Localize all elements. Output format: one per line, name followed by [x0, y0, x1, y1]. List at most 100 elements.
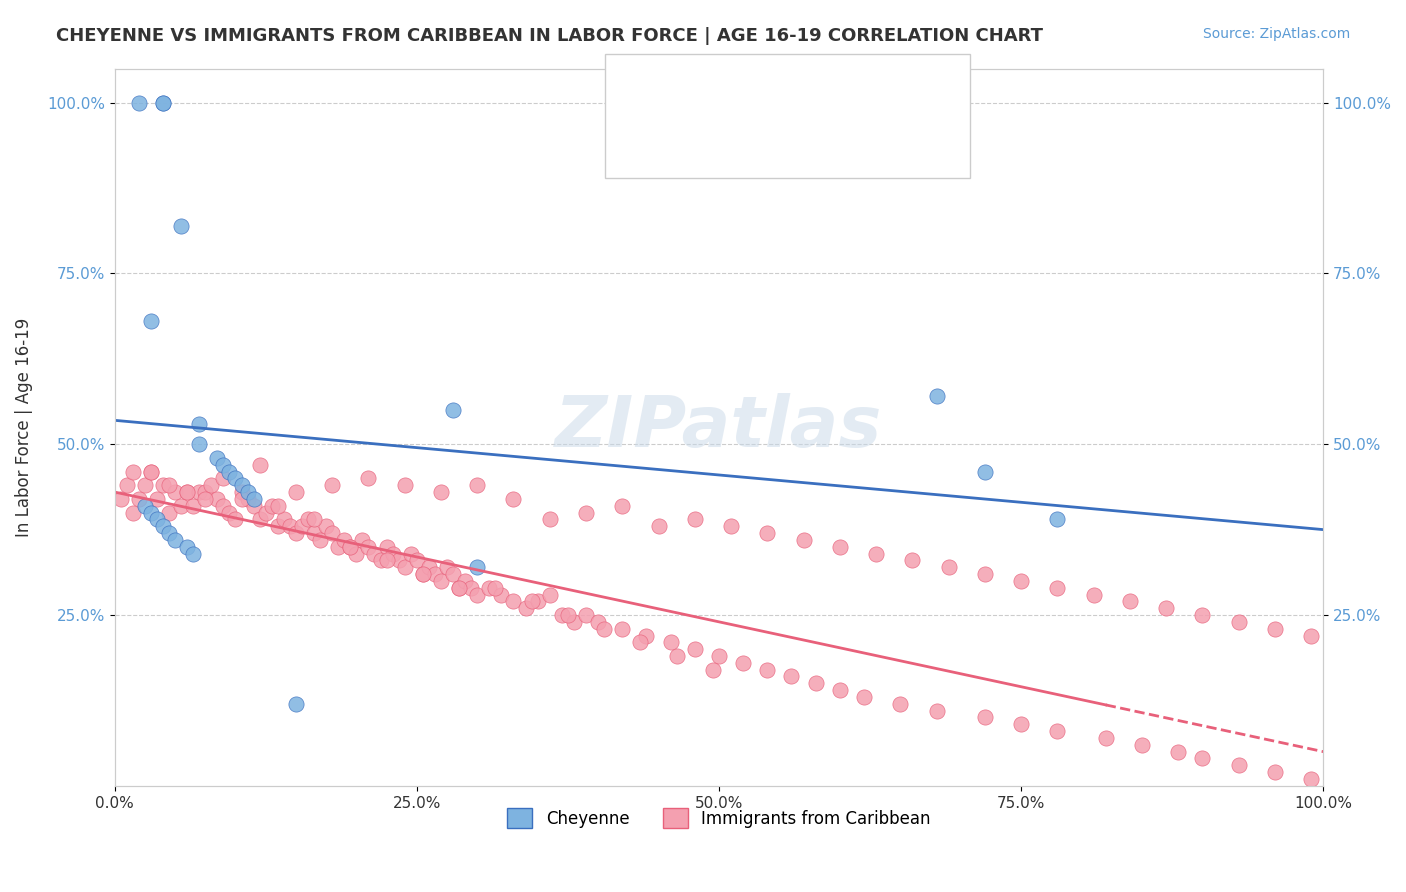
- Text: R = -0.222   N = 28: R = -0.222 N = 28: [664, 83, 827, 101]
- Point: [163, 533, 186, 547]
- Point: [297, 512, 319, 526]
- Point: [242, 491, 264, 506]
- Point: [267, 519, 290, 533]
- Point: [139, 465, 162, 479]
- Text: CHEYENNE VS IMMIGRANTS FROM CARIBBEAN IN LABOR FORCE | AGE 16-19 CORRELATION CHA: CHEYENNE VS IMMIGRANTS FROM CARIBBEAN IN…: [56, 27, 1043, 45]
- Point: [278, 519, 301, 533]
- Point: [586, 615, 609, 629]
- Point: [423, 567, 446, 582]
- Point: [720, 519, 742, 533]
- Point: [575, 607, 598, 622]
- Text: 28: 28: [738, 83, 759, 101]
- Point: [1094, 731, 1116, 745]
- Point: [146, 512, 169, 526]
- Point: [254, 506, 277, 520]
- Point: [454, 574, 477, 588]
- Point: [242, 499, 264, 513]
- Point: [702, 663, 724, 677]
- Point: [284, 697, 307, 711]
- Point: [756, 526, 779, 541]
- Point: [636, 628, 658, 642]
- Point: [181, 499, 204, 513]
- Text: Source: ZipAtlas.com: Source: ZipAtlas.com: [1202, 27, 1350, 41]
- Point: [375, 540, 398, 554]
- Point: [176, 485, 198, 500]
- Point: [1264, 765, 1286, 780]
- Point: [200, 478, 222, 492]
- Point: [134, 499, 156, 513]
- Point: [163, 485, 186, 500]
- Point: [593, 622, 616, 636]
- Point: [405, 553, 427, 567]
- Point: [188, 485, 211, 500]
- Point: [515, 601, 537, 615]
- Point: [465, 560, 488, 574]
- Text: R =       N =: R = N =: [664, 120, 768, 138]
- Point: [659, 635, 682, 649]
- Point: [1130, 738, 1153, 752]
- Point: [176, 485, 198, 500]
- Point: [224, 471, 246, 485]
- Point: [430, 574, 453, 588]
- Point: [207, 450, 229, 465]
- Point: [388, 553, 411, 567]
- Point: [484, 581, 506, 595]
- Point: [207, 491, 229, 506]
- Point: [460, 581, 482, 595]
- Point: [901, 553, 924, 567]
- Point: [224, 512, 246, 526]
- Point: [309, 533, 332, 547]
- Point: [733, 656, 755, 670]
- Point: [793, 533, 815, 547]
- Point: [260, 499, 283, 513]
- Point: [780, 669, 803, 683]
- Point: [134, 478, 156, 492]
- Point: [333, 533, 356, 547]
- Point: [418, 560, 440, 574]
- Point: [394, 478, 416, 492]
- Point: [526, 594, 548, 608]
- Point: [1154, 601, 1177, 615]
- Point: [502, 491, 524, 506]
- Point: [551, 607, 574, 622]
- Point: [1119, 594, 1142, 608]
- Point: [478, 581, 501, 595]
- Point: [291, 519, 314, 533]
- Point: [381, 547, 404, 561]
- Point: [110, 491, 132, 506]
- Point: [344, 547, 367, 561]
- Point: [449, 581, 471, 595]
- Point: [218, 506, 240, 520]
- Point: [128, 95, 150, 110]
- Point: [647, 519, 669, 533]
- Point: [357, 540, 380, 554]
- Point: [152, 519, 174, 533]
- Point: [1191, 607, 1213, 622]
- Point: [1227, 758, 1250, 772]
- Point: [339, 540, 361, 554]
- Point: [1046, 724, 1069, 739]
- Point: [218, 465, 240, 479]
- Point: [1301, 772, 1323, 786]
- Point: [557, 607, 579, 622]
- Point: [321, 478, 343, 492]
- Point: [1046, 581, 1069, 595]
- Point: [121, 506, 143, 520]
- Point: [1167, 745, 1189, 759]
- Point: [973, 710, 995, 724]
- Point: [612, 499, 634, 513]
- Text: -0.222: -0.222: [688, 83, 741, 101]
- Point: [1083, 587, 1105, 601]
- Point: [212, 499, 235, 513]
- Point: [852, 690, 875, 704]
- Point: [321, 526, 343, 541]
- Point: [465, 587, 488, 601]
- Point: [231, 491, 253, 506]
- Point: [181, 547, 204, 561]
- Point: [188, 417, 211, 431]
- Point: [170, 499, 193, 513]
- Point: [1264, 622, 1286, 636]
- Point: [128, 491, 150, 506]
- Point: [170, 219, 193, 233]
- Point: [370, 553, 392, 567]
